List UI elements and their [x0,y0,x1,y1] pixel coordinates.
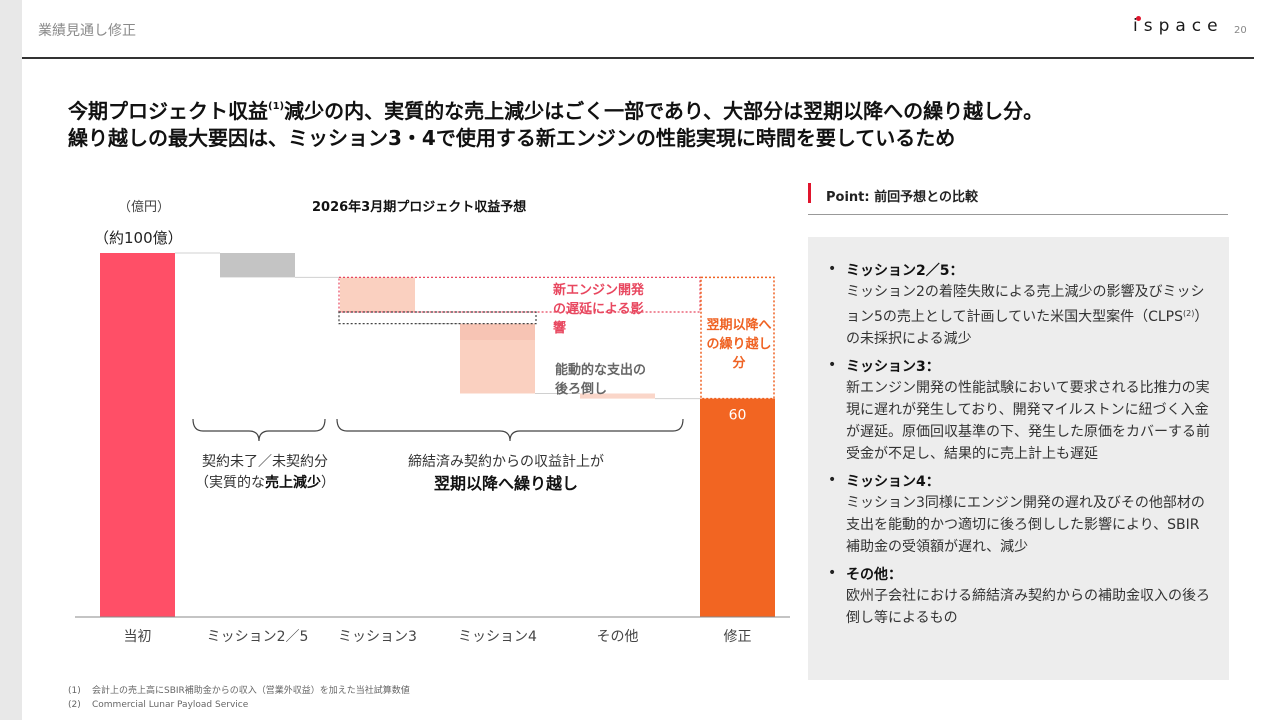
brace-label-left-2c: ） [321,475,335,491]
footnote-1: (1) 会計上の売上高にSBIR補助金からの収入（営業外収益）を加えた当社試算数値 [68,684,410,698]
point-item-head: ミッション4： [846,474,940,490]
waterfall-chart: 60 当初 ミッション2／5 ミッション3 ミッション4 その他 修正 [75,252,790,645]
brace-label-carry-over: 締結済み契約からの収益計上が 翌期以降へ繰り越し [366,452,646,494]
brace-label-right-line-2: 翌期以降へ繰り越し [433,474,578,493]
footnote-number: (1) [68,686,81,696]
brace-label-left-line-1: 契約未了／未契約分 [202,454,328,470]
brace-left [192,418,326,442]
point-item-body-text: ミッション2の着陸失敗による売上減少の影響及びミッション5の売上として計画してい… [846,284,1205,325]
brace-label-left-line-2: （実質的な売上減少） [170,473,360,494]
bar-revised [700,398,775,617]
point-item-footnote-ref: (2) [1182,309,1195,318]
footnote-text: 会計上の売上高にSBIR補助金からの収入（営業外収益）を加えた当社試算数値 [92,686,410,696]
chart-title: 2026年3月期プロジェクト収益予想 [312,200,527,215]
page-number: 20 [1234,25,1247,36]
engine-delay-annotation: 新エンジン開発の遅延による影響 [553,283,645,336]
point-item-head: ミッション2／5： [846,263,964,279]
point-item-head: ミッション3： [846,359,940,375]
point-title: Point: 前回予想との比較 [826,190,978,205]
headline-line-2: 繰り越しの最大要因は、ミッション3・4で使用する新エンジンの性能実現に時間を要し… [68,126,956,150]
chart-unit-label: （億円） [118,200,171,215]
x-tick-label: ミッション2／5 [207,629,309,645]
x-tick-label: 修正 [724,629,752,645]
bar-mission-3-cost [340,311,415,324]
x-tick-label: その他 [597,629,639,645]
footnote-2: (2) Commercial Lunar Payload Service [68,698,410,712]
headline: 今期プロジェクト収益(1)減少の内、実質的な売上減少はごく一部であり、大部分は翌… [68,93,1043,152]
x-tick-label: 当初 [124,628,152,645]
brace-label-right-line-1: 締結済み契約からの収益計上が [408,454,604,470]
headline-line-1: 今期プロジェクト収益(1)減少の内、実質的な売上減少はごく一部であり、大部分は翌… [68,93,1043,125]
bar-mission-4-engine-delay [460,339,535,394]
brace-label-left-2b: 売上減少 [265,475,321,491]
logo-dot-icon [1136,16,1141,21]
bar-revised-value-label: 60 [729,408,747,424]
point-item-body-text-2: ）の未採択による減少 [846,309,1209,347]
footnotes: (1) 会計上の売上高にSBIR補助金からの収入（営業外収益）を加えた当社試算数値… [68,684,410,712]
footnote-number: (2) [68,700,81,710]
x-tick-label: ミッション3 [338,629,417,645]
bar-mission-2-5 [220,253,295,278]
point-item-mission-4: ミッション4： ミッション3同様にエンジン開発の遅れ及びその他部材の支出を能動的… [826,472,1211,558]
point-item-head: その他： [846,567,902,583]
point-item-body: 新エンジン開発の性能試験において要求される比推力の実現に遅れが発生しており、開発… [846,380,1210,462]
bar-mission-3-engine-delay [340,277,415,312]
header-rule [22,57,1254,59]
point-item-other: その他： 欧州子会社における締結済み契約からの補助金収入の後ろ倒し等によるもの [826,565,1211,629]
point-box: ミッション2／5： ミッション2の着陸失敗による売上減少の影響及びミッション5の… [808,237,1229,680]
point-item-mission-3: ミッション3： 新エンジン開発の性能試験において要求される比推力の実現に遅れが発… [826,357,1211,465]
headline-line-1-b: 減少の内、実質的な売上減少はごく一部であり、大部分は翌期以降への繰り越し分。 [284,99,1044,123]
point-list: ミッション2／5： ミッション2の着陸失敗による売上減少の影響及びミッション5の… [826,261,1211,629]
x-tick-label: ミッション4 [458,629,537,645]
ispace-logo: ispace [1133,16,1224,36]
headline-footnote-ref: (1) [268,101,285,112]
brace-label-actual-decrease: 契約未了／未契約分 （実質的な売上減少） [170,452,360,494]
headline-line-1-a: 今期プロジェクト収益 [68,99,268,123]
point-item-body: 欧州子会社における締結済み契約からの補助金収入の後ろ倒し等によるもの [846,588,1210,626]
brace-label-left-2a: （実質的な [195,475,265,491]
carry-over-box [700,276,775,400]
section-title: 業績見通し修正 [38,23,136,39]
footnote-text: Commercial Lunar Payload Service [92,700,249,710]
chart-start-value-label: （約100億） [94,229,183,247]
brace-right [336,418,684,442]
point-item-body: ミッション2の着陸失敗による売上減少の影響及びミッション5の売上として計画してい… [846,281,1211,350]
carry-over-annotation: 翌期以降への繰り越し分 [706,318,772,371]
point-item-mission-2-5: ミッション2／5： ミッション2の着陸失敗による売上減少の影響及びミッション5の… [826,261,1211,350]
point-accent-bar [808,183,811,203]
left-margin-bar [0,0,22,720]
bar-other [580,393,655,399]
bar-initial [100,253,175,617]
point-item-body: ミッション3同様にエンジン開発の遅れ及びその他部材の支出を能動的かつ適切に後ろ倒… [846,495,1205,555]
bar-mission-4-cost [460,323,535,340]
point-rule [808,214,1228,215]
proactive-cost-annotation: 能動的な支出の後ろ倒し [555,363,647,397]
